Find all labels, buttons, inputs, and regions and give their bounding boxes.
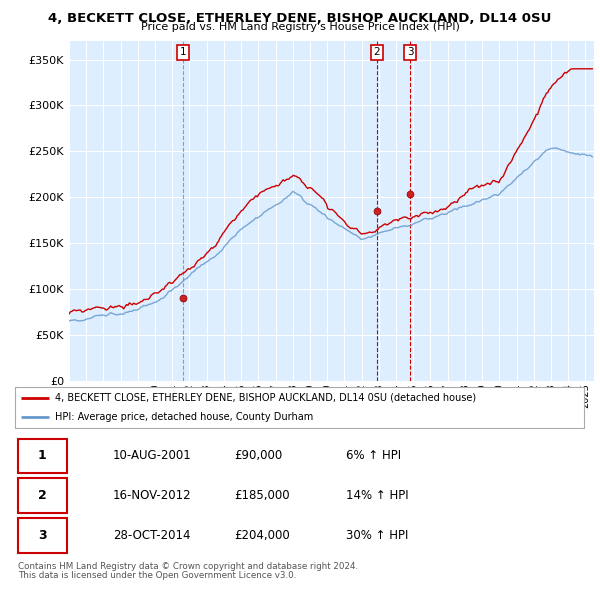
Text: 10-AUG-2001: 10-AUG-2001	[113, 450, 191, 463]
Text: Price paid vs. HM Land Registry's House Price Index (HPI): Price paid vs. HM Land Registry's House …	[140, 22, 460, 32]
Text: 6% ↑ HPI: 6% ↑ HPI	[346, 450, 401, 463]
FancyBboxPatch shape	[18, 478, 67, 513]
Text: 2: 2	[373, 47, 380, 57]
Text: HPI: Average price, detached house, County Durham: HPI: Average price, detached house, Coun…	[55, 412, 313, 422]
Text: 4, BECKETT CLOSE, ETHERLEY DENE, BISHOP AUCKLAND, DL14 0SU: 4, BECKETT CLOSE, ETHERLEY DENE, BISHOP …	[49, 12, 551, 25]
Text: 30% ↑ HPI: 30% ↑ HPI	[346, 529, 409, 542]
Text: Contains HM Land Registry data © Crown copyright and database right 2024.: Contains HM Land Registry data © Crown c…	[18, 562, 358, 571]
FancyBboxPatch shape	[18, 518, 67, 553]
Text: 3: 3	[38, 529, 47, 542]
Text: £90,000: £90,000	[234, 450, 282, 463]
FancyBboxPatch shape	[18, 438, 67, 473]
Text: £185,000: £185,000	[234, 489, 289, 502]
Text: 1: 1	[38, 450, 47, 463]
Text: 28-OCT-2014: 28-OCT-2014	[113, 529, 190, 542]
Text: 2: 2	[38, 489, 47, 502]
Text: 14% ↑ HPI: 14% ↑ HPI	[346, 489, 409, 502]
FancyBboxPatch shape	[15, 387, 584, 428]
Text: 1: 1	[179, 47, 186, 57]
Text: £204,000: £204,000	[234, 529, 290, 542]
Text: 3: 3	[407, 47, 413, 57]
Text: 16-NOV-2012: 16-NOV-2012	[113, 489, 191, 502]
Text: This data is licensed under the Open Government Licence v3.0.: This data is licensed under the Open Gov…	[18, 571, 296, 580]
Text: 4, BECKETT CLOSE, ETHERLEY DENE, BISHOP AUCKLAND, DL14 0SU (detached house): 4, BECKETT CLOSE, ETHERLEY DENE, BISHOP …	[55, 393, 476, 403]
